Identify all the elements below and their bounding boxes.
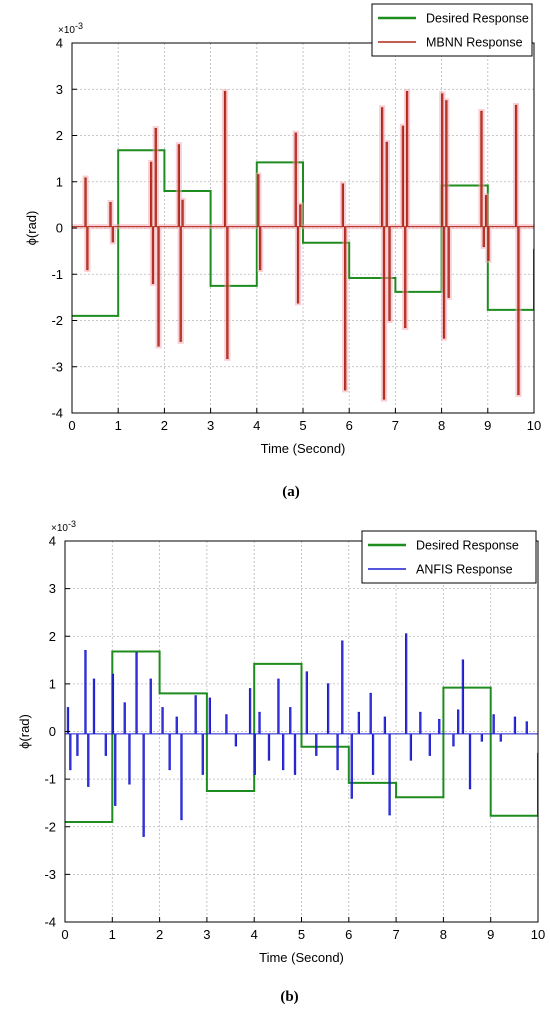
y-tick-label: -3 <box>44 867 56 882</box>
y-tick-label: 4 <box>49 534 56 549</box>
x-tick-label: 4 <box>253 418 260 433</box>
panel-label: (a) <box>282 484 300 500</box>
y-tick-label: -4 <box>44 915 56 930</box>
legend-entry-label: ANFIS Response <box>416 563 513 577</box>
y-tick-label: 4 <box>56 36 63 51</box>
x-tick-label: 7 <box>392 418 399 433</box>
series-response-line <box>65 633 538 837</box>
x-tick-label: 10 <box>531 927 545 942</box>
x-tick-label: 5 <box>298 927 305 942</box>
y-multiplier-label: ×10-3 <box>58 21 83 36</box>
y-tick-label: 3 <box>49 581 56 596</box>
y-tick-label: -2 <box>51 313 63 328</box>
series-desired-response-line <box>72 149 534 317</box>
y-tick-label: 2 <box>56 128 63 143</box>
legend-entry-label: Desired Response <box>416 539 519 553</box>
x-tick-label: 8 <box>438 418 445 433</box>
y-tick-label: -1 <box>44 772 56 787</box>
x-tick-label: 6 <box>345 927 352 942</box>
x-tick-label: 0 <box>61 927 68 942</box>
y-axis-label: ϕ(rad) <box>24 211 39 246</box>
y-tick-label: -1 <box>51 267 63 282</box>
y-tick-label: -4 <box>51 406 63 421</box>
y-tick-label: 1 <box>49 676 56 691</box>
y-tick-label: -2 <box>44 819 56 834</box>
series-response-line <box>72 91 534 400</box>
legend-box <box>371 3 533 57</box>
legend-entry-label: Desired Response <box>426 12 529 26</box>
legend: Desired Response ANFIS Response <box>361 530 537 584</box>
x-axis-label: Time (Second) <box>261 441 346 456</box>
series-desired-response-line <box>65 650 538 823</box>
x-tick-label: 6 <box>346 418 353 433</box>
y-tick-label: 2 <box>49 629 56 644</box>
panel-label: (b) <box>280 989 298 1005</box>
plot-area <box>65 633 538 837</box>
x-tick-label: 2 <box>156 927 163 942</box>
x-axis-label: Time (Second) <box>259 950 344 965</box>
x-tick-label: 1 <box>115 418 122 433</box>
y-tick-label: 0 <box>56 221 63 236</box>
x-tick-label: 8 <box>440 927 447 942</box>
y-multiplier-label: ×10-3 <box>51 519 76 534</box>
legend-box <box>361 530 537 584</box>
legend: Desired Response MBNN Response <box>371 3 533 57</box>
x-tick-label: 9 <box>484 418 491 433</box>
x-tick-label: 0 <box>68 418 75 433</box>
y-axis-label: ϕ(rad) <box>17 714 32 749</box>
y-tick-label: -3 <box>51 359 63 374</box>
plot-area <box>72 89 534 402</box>
x-tick-label: 3 <box>207 418 214 433</box>
x-tick-label: 9 <box>487 927 494 942</box>
x-tick-label: 4 <box>251 927 258 942</box>
x-tick-label: 7 <box>392 927 399 942</box>
y-tick-label: 1 <box>56 174 63 189</box>
x-tick-label: 5 <box>299 418 306 433</box>
legend-entry-label: MBNN Response <box>426 36 523 50</box>
x-tick-label: 3 <box>203 927 210 942</box>
x-tick-label: 10 <box>527 418 541 433</box>
x-tick-label: 1 <box>109 927 116 942</box>
x-tick-label: 2 <box>161 418 168 433</box>
y-tick-label: 3 <box>56 82 63 97</box>
y-tick-label: 0 <box>49 724 56 739</box>
